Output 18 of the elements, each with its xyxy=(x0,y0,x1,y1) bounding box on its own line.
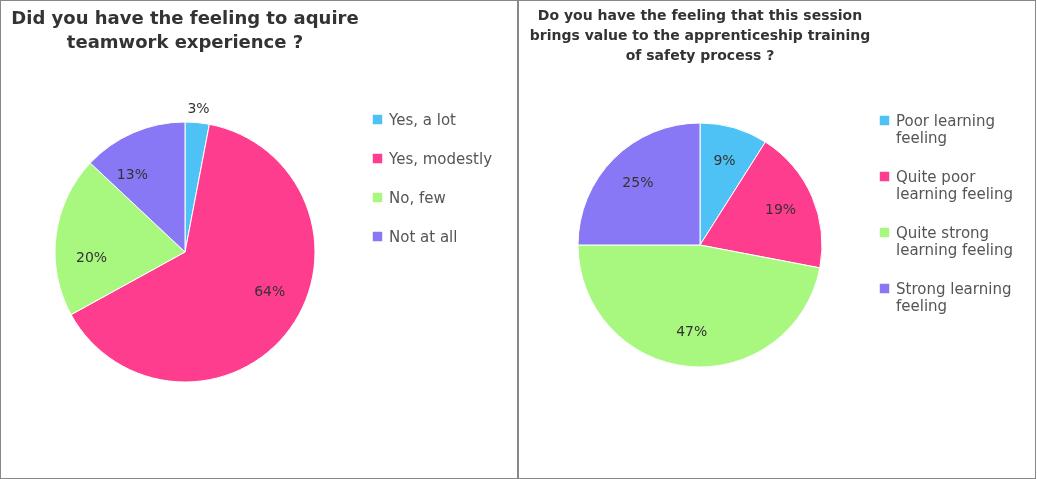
legend-label: Yes, a lot xyxy=(388,110,457,129)
data-label: 13% xyxy=(116,165,148,182)
legend-label: Quite poor learning feeling xyxy=(896,167,1014,203)
legend-label: No, few xyxy=(389,188,446,207)
data-label: 47% xyxy=(676,323,708,340)
data-label: 64% xyxy=(254,282,286,299)
chart-title: Did you have the feeling to aquire teamwork experience ? xyxy=(11,6,359,52)
legend-label: Yes, modestly xyxy=(388,149,493,168)
chart-title: Do you have the feeling that this session brings value to the apprenticeship training of safety process ? xyxy=(529,7,871,63)
data-label: 19% xyxy=(765,201,797,218)
data-label: 9% xyxy=(713,151,736,168)
legend-label: Quite strong learning feeling xyxy=(896,223,1014,259)
legend-label: Poor learning feeling xyxy=(896,111,995,147)
data-label: 25% xyxy=(622,173,654,190)
legend-label: Not at all xyxy=(389,227,458,246)
legend-label: Strong learning feeling xyxy=(896,279,1012,315)
data-label: 3% xyxy=(187,99,210,116)
data-label: 20% xyxy=(76,248,108,265)
